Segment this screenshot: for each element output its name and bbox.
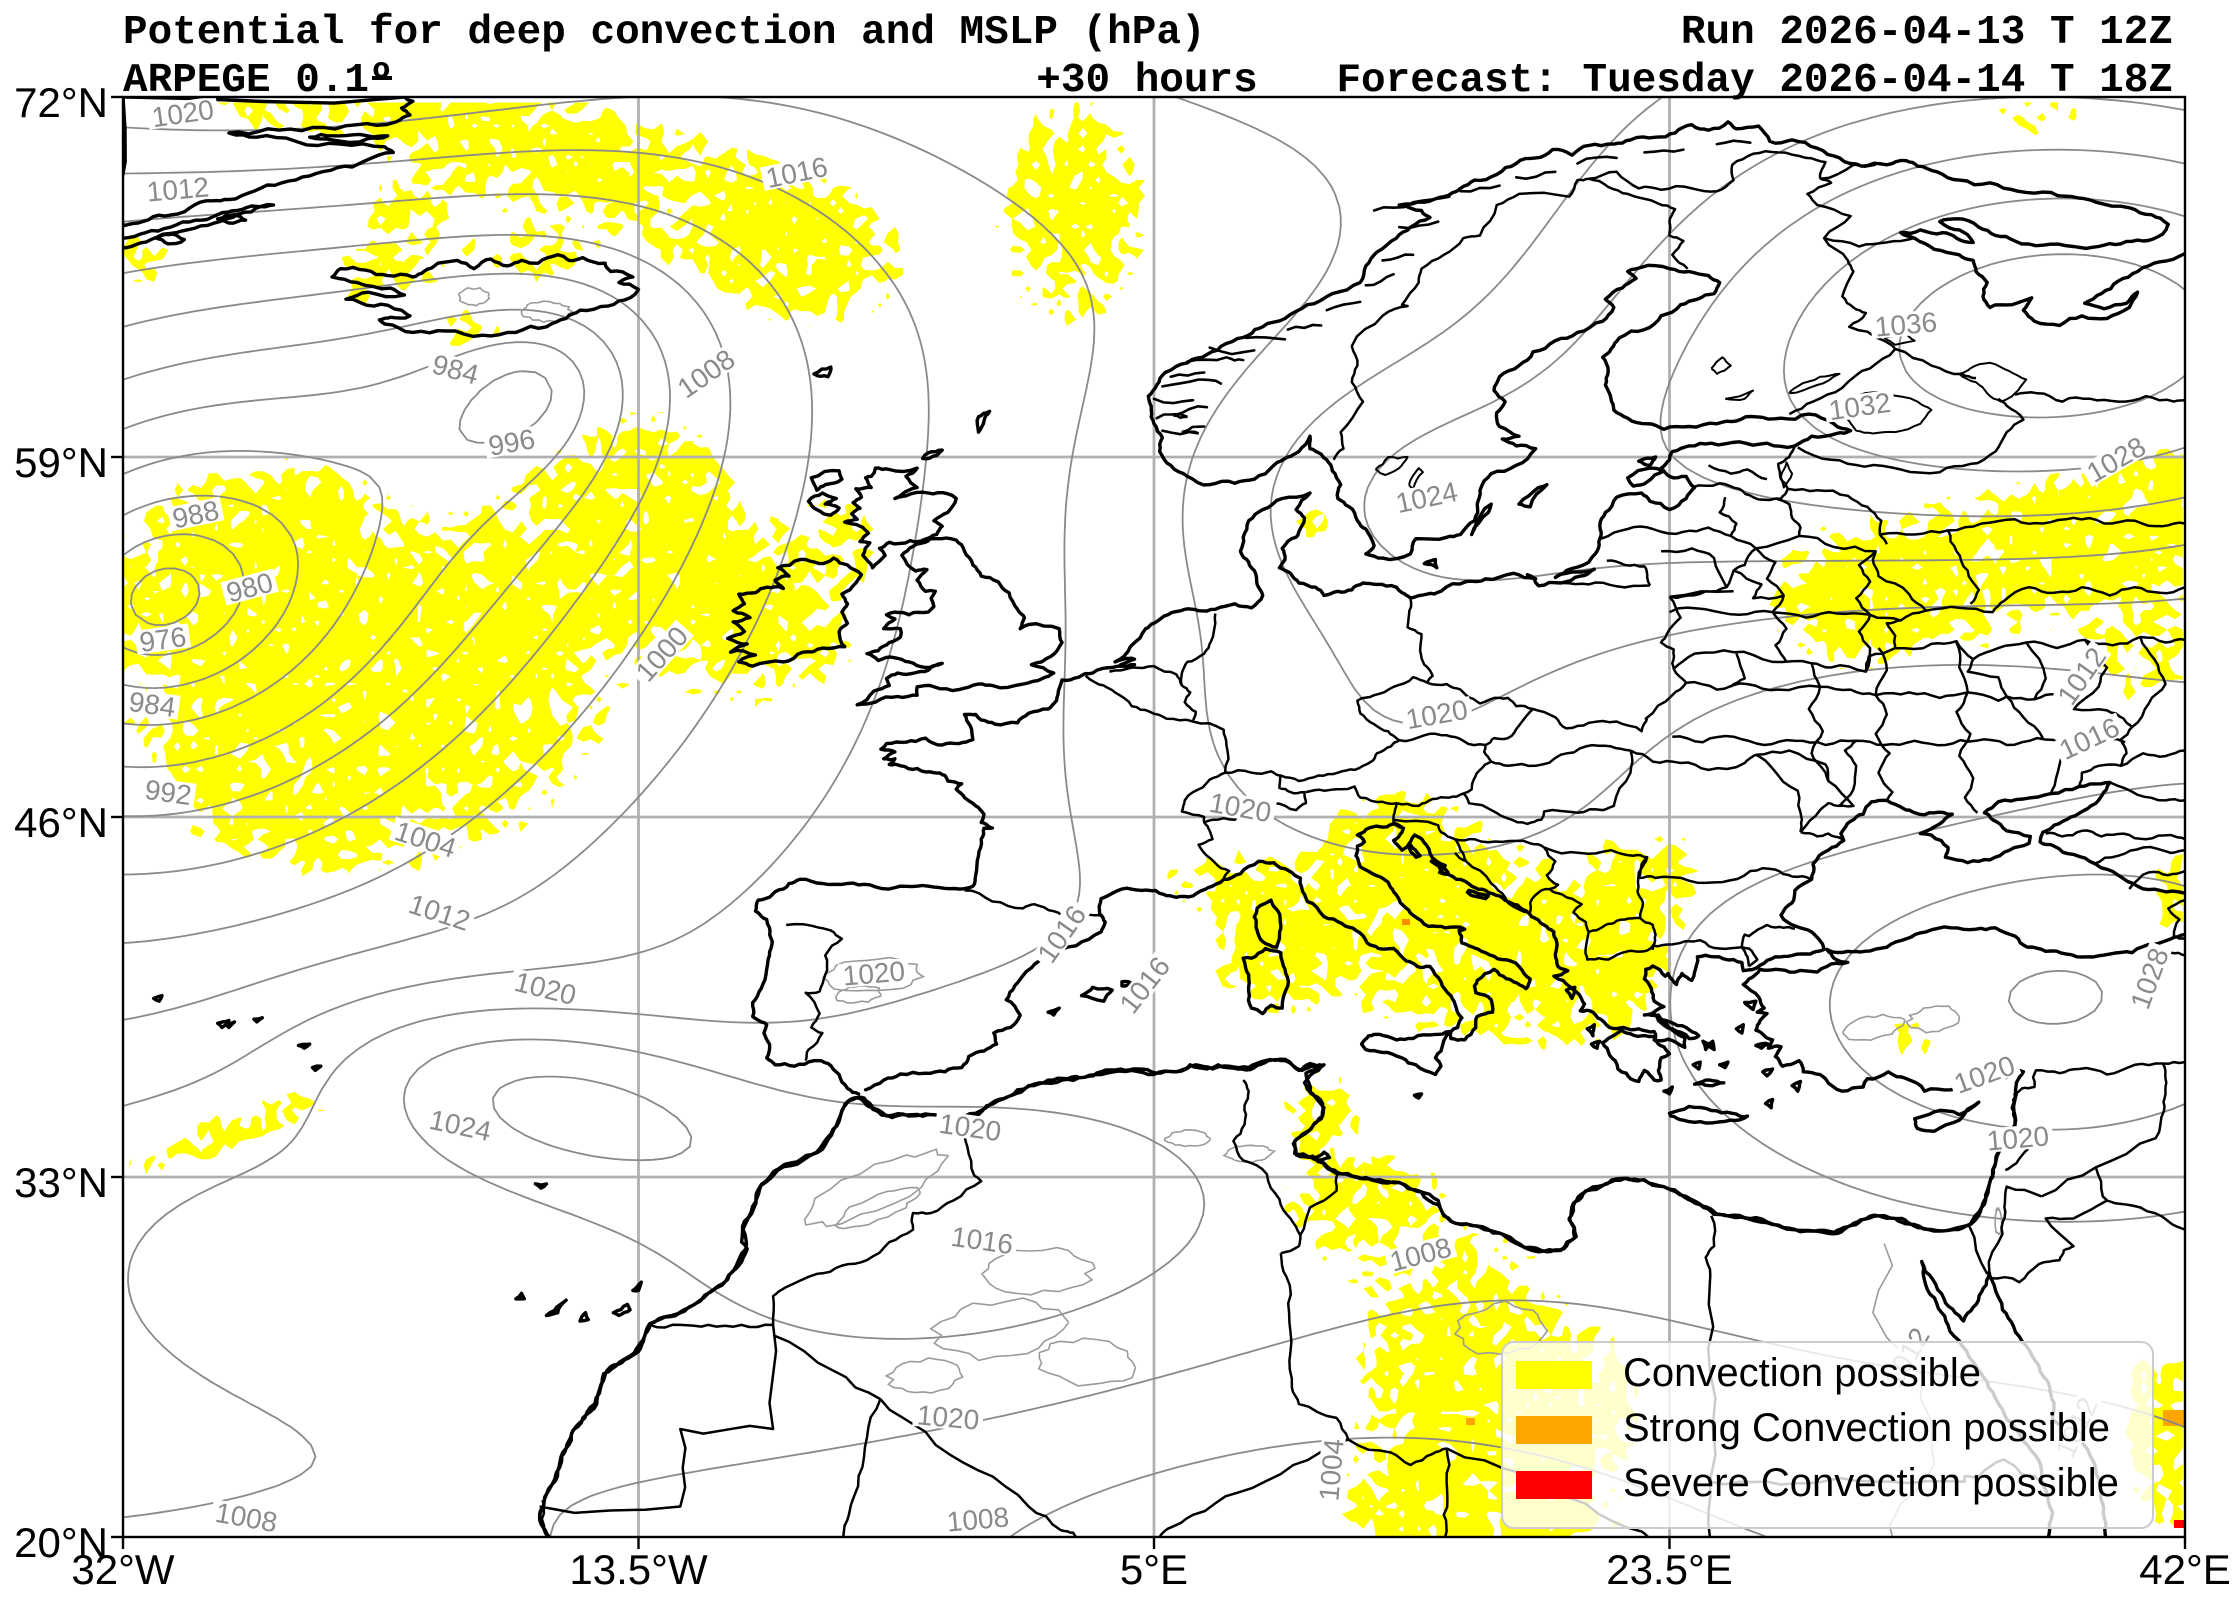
svg-text:ARPEGE 0.1º: ARPEGE 0.1º — [123, 58, 394, 104]
svg-text:Potential for deep convection: Potential for deep convection and MSLP (… — [123, 10, 1206, 56]
svg-text:992: 992 — [143, 774, 194, 811]
svg-text:13.5°W: 13.5°W — [569, 1546, 708, 1593]
svg-text:1036: 1036 — [1873, 306, 1938, 342]
svg-text:Convection possible: Convection possible — [1623, 1351, 1981, 1395]
svg-text:Severe Convection possible: Severe Convection possible — [1623, 1461, 2119, 1505]
svg-text:Strong Convection possible: Strong Convection possible — [1623, 1406, 2110, 1450]
svg-text:+30 hours: +30 hours — [1036, 58, 1257, 104]
svg-text:20°N: 20°N — [14, 1519, 108, 1566]
svg-text:46°N: 46°N — [14, 799, 108, 846]
svg-text:Run 2026-04-13 T 12Z: Run 2026-04-13 T 12Z — [1681, 10, 2173, 56]
svg-text:72°N: 72°N — [14, 79, 108, 126]
svg-text:Forecast: Tuesday 2026-04-14 T: Forecast: Tuesday 2026-04-14 T 18Z — [1336, 58, 2173, 104]
svg-text:1020: 1020 — [916, 1399, 981, 1435]
svg-text:984: 984 — [127, 686, 178, 723]
svg-text:976: 976 — [138, 621, 189, 658]
svg-text:59°N: 59°N — [14, 439, 108, 486]
svg-text:1020: 1020 — [841, 955, 906, 991]
svg-text:1008: 1008 — [945, 1501, 1010, 1537]
svg-text:33°N: 33°N — [14, 1159, 108, 1206]
svg-text:23.5°E: 23.5°E — [1606, 1546, 1733, 1593]
svg-text:1012: 1012 — [145, 171, 210, 207]
svg-text:42°E: 42°E — [2139, 1546, 2231, 1593]
svg-text:5°E: 5°E — [1120, 1546, 1188, 1593]
svg-text:1020: 1020 — [1985, 1120, 2050, 1156]
svg-text:32°W: 32°W — [71, 1546, 175, 1593]
svg-text:1004: 1004 — [1313, 1437, 1349, 1502]
